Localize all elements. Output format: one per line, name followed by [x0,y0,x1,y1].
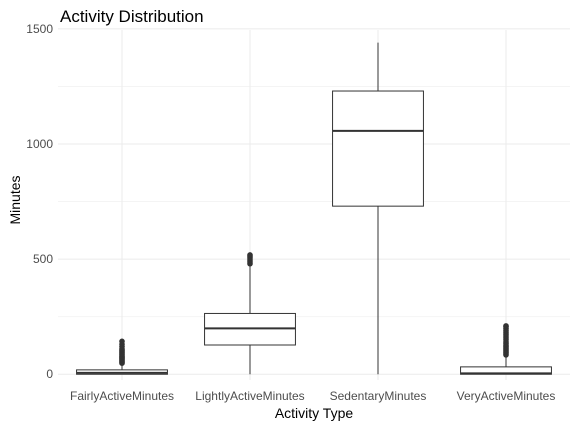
boxes [76,42,552,375]
x-axis-title: Activity Type [275,405,354,421]
outlier-point [247,252,253,258]
box-FairlyActiveMinutes [76,338,168,375]
box-iqr [332,90,424,207]
y-tick-label: 0 [46,367,53,381]
x-tick-label: VeryActiveMinutes [457,389,556,403]
y-tick-label: 1000 [26,137,53,151]
x-tick-label: LightlyActiveMinutes [195,389,304,403]
outlier-point [503,323,509,329]
box-SedentaryMinutes [332,42,424,375]
x-tick-label: SedentaryMinutes [330,389,427,403]
x-tick-label: FairlyActiveMinutes [70,389,174,403]
chart-title: Activity Distribution [60,7,204,26]
y-axis-title: Minutes [7,175,23,224]
tick-labels: 0 500 1000 1500 FairlyActiveMinutes LightlyAc… [26,22,555,403]
grid [58,28,570,380]
y-tick-label: 500 [33,252,53,266]
box-LightlyActiveMinutes [204,252,296,375]
outlier-point [119,338,125,345]
box-VeryActiveMinutes [460,323,552,375]
y-tick-label: 1500 [26,22,53,36]
